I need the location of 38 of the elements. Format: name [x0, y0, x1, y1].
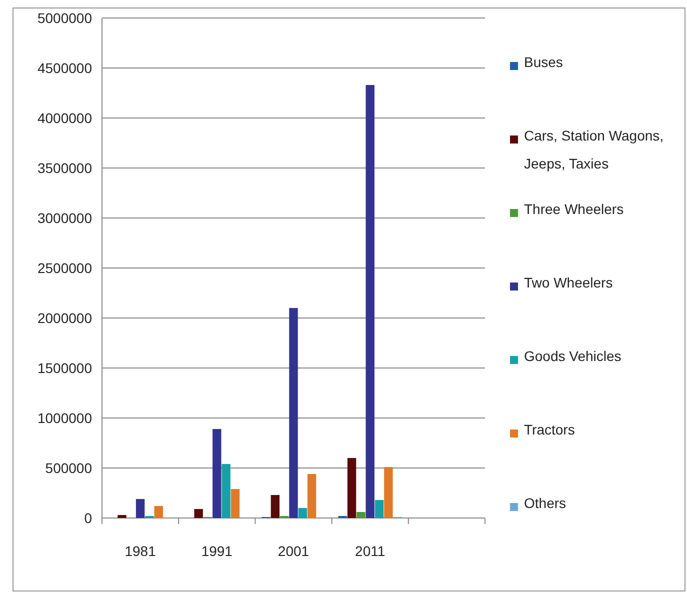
bar: [356, 512, 366, 518]
y-tick-label: 1500000: [37, 360, 92, 376]
legend-label: Two Wheelers: [524, 274, 613, 290]
legend-label: Tractors: [524, 422, 575, 438]
y-tick-label: 500000: [45, 460, 92, 476]
x-tick-label: 1991: [201, 543, 233, 559]
bar: [374, 500, 384, 518]
bar: [118, 515, 126, 518]
y-tick-label: 1000000: [37, 410, 92, 426]
bar: [289, 308, 298, 518]
bar: [212, 429, 222, 518]
y-tick-label: 3500000: [37, 160, 92, 176]
bar: [307, 474, 316, 518]
bar: [347, 458, 356, 518]
x-tick-label: 2001: [278, 543, 310, 559]
legend-label: Three Wheelers: [524, 201, 624, 217]
legend-label: Others: [524, 495, 566, 511]
bar: [136, 499, 145, 518]
bar: [270, 495, 280, 518]
y-tick-label: 3000000: [37, 210, 92, 226]
y-tick-label: 4000000: [37, 110, 92, 126]
y-tick-label: 2500000: [37, 260, 92, 276]
x-tick-label: 2011: [355, 543, 386, 559]
bar: [384, 467, 393, 518]
legend-label: Buses: [524, 54, 563, 70]
legend-label: Cars, Station Wagons, Jeeps, Taxies: [524, 128, 664, 172]
bar: [222, 464, 230, 518]
y-tick-label: 5000000: [37, 10, 92, 26]
x-tick-label: 1981: [124, 543, 156, 559]
y-tick-label: 4500000: [37, 60, 92, 76]
bar: [230, 489, 240, 518]
legend-label: Goods Vehicles: [524, 348, 622, 364]
y-tick-label: 0: [84, 510, 92, 526]
bar: [298, 508, 308, 518]
y-tick-label: 2000000: [37, 310, 92, 326]
bar: [194, 509, 203, 518]
bar: [154, 506, 163, 518]
bar: [366, 85, 374, 518]
